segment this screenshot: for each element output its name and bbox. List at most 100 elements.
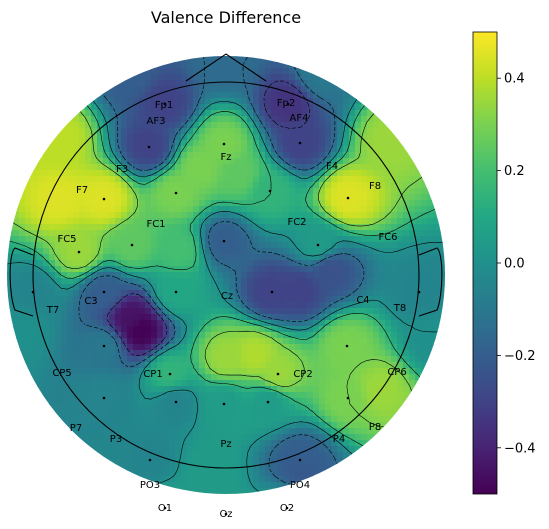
field-cell [61, 146, 68, 153]
field-cell [271, 338, 278, 345]
field-cell [259, 374, 266, 381]
field-cell [187, 434, 194, 441]
field-cell [121, 464, 128, 471]
field-cell [127, 452, 134, 459]
field-cell [229, 374, 236, 381]
field-cell [187, 80, 194, 87]
field-cell [265, 440, 272, 447]
field-cell [133, 134, 140, 141]
field-cell [325, 272, 332, 279]
field-cell [73, 128, 80, 135]
field-cell [223, 56, 230, 63]
field-cell [121, 146, 128, 153]
field-cell [277, 62, 284, 69]
field-cell [253, 332, 260, 339]
field-cell [373, 266, 380, 273]
field-cell [139, 236, 146, 243]
field-cell [181, 428, 188, 435]
field-cell [349, 356, 356, 363]
field-cell [355, 404, 362, 411]
field-cell [391, 272, 398, 279]
field-cell [295, 470, 302, 477]
field-cell [397, 398, 404, 405]
field-cell [229, 464, 236, 471]
field-cell [277, 224, 284, 231]
field-cell [283, 98, 290, 105]
field-cell [193, 68, 200, 75]
field-cell [343, 446, 350, 453]
field-cell [403, 374, 410, 381]
field-cell [121, 272, 128, 279]
field-cell [355, 134, 362, 141]
field-cell [97, 392, 104, 399]
field-cell [301, 356, 308, 363]
field-cell [361, 296, 368, 303]
field-cell [247, 134, 254, 141]
field-cell [43, 242, 50, 249]
field-cell [259, 134, 266, 141]
field-cell [205, 320, 212, 327]
field-cell [361, 308, 368, 315]
field-cell [367, 392, 374, 399]
field-cell [253, 188, 260, 195]
field-cell [97, 152, 104, 159]
field-cell [325, 470, 332, 477]
field-cell [187, 134, 194, 141]
field-cell [151, 242, 158, 249]
field-cell [79, 236, 86, 243]
field-cell [103, 164, 110, 171]
field-cell [175, 212, 182, 219]
field-cell [19, 332, 26, 339]
field-cell [277, 422, 284, 429]
field-cell [337, 368, 344, 375]
field-cell [247, 356, 254, 363]
field-cell [283, 278, 290, 285]
field-cell [391, 278, 398, 285]
field-cell [103, 296, 110, 303]
field-cell [139, 230, 146, 237]
field-cell [373, 182, 380, 189]
field-cell [163, 80, 170, 87]
field-cell [199, 194, 206, 201]
field-cell [211, 434, 218, 441]
field-cell [181, 188, 188, 195]
field-cell [151, 458, 158, 465]
field-cell [289, 386, 296, 393]
field-cell [367, 116, 374, 123]
field-cell [67, 266, 74, 273]
field-cell [91, 362, 98, 369]
field-cell [67, 356, 74, 363]
field-cell [127, 206, 134, 213]
field-cell [217, 488, 224, 494]
field-cell [127, 314, 134, 321]
field-cell [133, 392, 140, 399]
field-cell [313, 464, 320, 471]
field-cell [79, 296, 86, 303]
field-cell [73, 296, 80, 303]
field-cell [67, 242, 74, 249]
field-cell [403, 248, 410, 255]
field-cell [115, 86, 122, 93]
field-cell [349, 122, 356, 129]
field-cell [331, 314, 338, 321]
field-cell [73, 260, 80, 267]
field-cell [31, 350, 38, 357]
field-cell [259, 488, 266, 494]
field-cell [433, 242, 440, 249]
field-cell [409, 218, 416, 225]
field-cell [133, 386, 140, 393]
field-cell [145, 104, 152, 111]
field-cell [415, 170, 422, 177]
field-cell [31, 158, 38, 165]
field-cell [289, 362, 296, 369]
field-cell [85, 284, 92, 291]
field-cell [409, 182, 416, 189]
field-cell [115, 158, 122, 165]
field-cell [289, 308, 296, 315]
field-cell [187, 374, 194, 381]
field-cell [217, 404, 224, 411]
field-cell [397, 314, 404, 321]
field-cell [337, 272, 344, 279]
field-cell [169, 446, 176, 453]
